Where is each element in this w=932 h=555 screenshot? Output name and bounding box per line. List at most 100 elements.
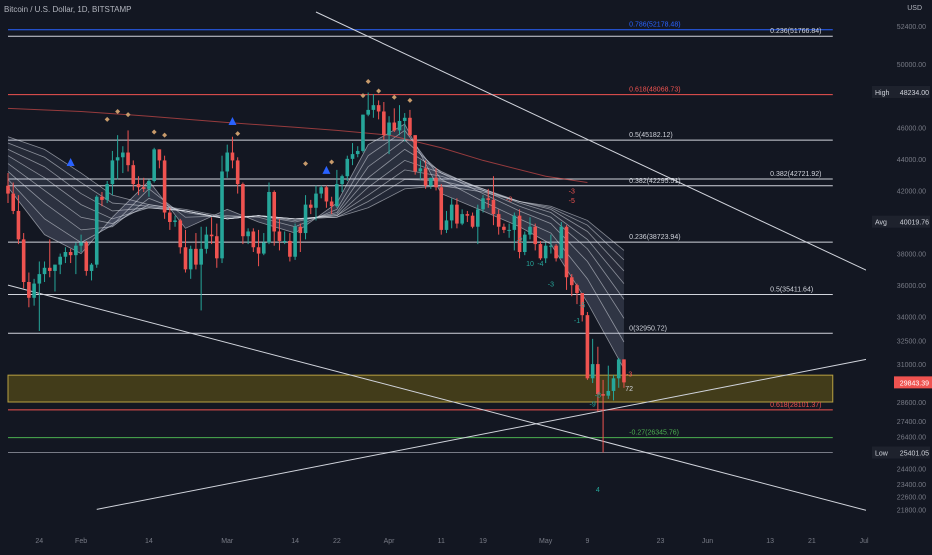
candle-body[interactable]: [366, 109, 370, 115]
candle-body[interactable]: [476, 209, 480, 227]
candle-body[interactable]: [293, 226, 297, 257]
candle-body[interactable]: [569, 277, 574, 286]
candle-body[interactable]: [580, 293, 584, 316]
candle-body[interactable]: [136, 184, 141, 188]
candles-layer[interactable]: [6, 92, 626, 453]
candle-body[interactable]: [37, 274, 42, 284]
candle-body[interactable]: [84, 242, 89, 271]
candle-body[interactable]: [183, 247, 188, 270]
candle-body[interactable]: [575, 285, 579, 294]
candle-body[interactable]: [173, 220, 177, 222]
trendline[interactable]: [315, 11, 875, 275]
candle-body[interactable]: [220, 171, 224, 259]
candle-body[interactable]: [246, 231, 250, 237]
candle-body[interactable]: [204, 234, 209, 249]
candle-body[interactable]: [434, 177, 438, 188]
candle-body[interactable]: [413, 135, 417, 172]
candle-body[interactable]: [194, 248, 198, 265]
candle-body[interactable]: [601, 394, 605, 396]
candle-body[interactable]: [606, 390, 611, 396]
candle-body[interactable]: [314, 193, 318, 208]
candle-body[interactable]: [298, 226, 303, 234]
candle-body[interactable]: [6, 185, 10, 194]
candle-body[interactable]: [288, 240, 292, 257]
candle-body[interactable]: [168, 212, 172, 222]
candle-body[interactable]: [502, 226, 506, 230]
candle-body[interactable]: [387, 122, 391, 136]
candle-body[interactable]: [611, 378, 616, 391]
candle-body[interactable]: [235, 160, 240, 185]
candle-body[interactable]: [215, 236, 219, 259]
candle-body[interactable]: [564, 226, 569, 278]
candle-body[interactable]: [512, 215, 517, 230]
candle-body[interactable]: [225, 152, 230, 172]
candle-body[interactable]: [486, 198, 491, 200]
candle-body[interactable]: [319, 187, 323, 194]
candle-body[interactable]: [549, 245, 553, 247]
trendline[interactable]: [96, 357, 875, 510]
candle-body[interactable]: [408, 117, 412, 136]
candle-body[interactable]: [308, 204, 313, 208]
candle-body[interactable]: [79, 242, 83, 246]
candle-body[interactable]: [53, 264, 57, 271]
candle-body[interactable]: [11, 193, 16, 211]
trendline[interactable]: [7, 284, 875, 514]
candle-body[interactable]: [141, 187, 146, 189]
candle-body[interactable]: [465, 214, 470, 216]
candle-body[interactable]: [470, 215, 475, 227]
candle-body[interactable]: [481, 198, 485, 210]
candle-body[interactable]: [491, 199, 496, 215]
candle-body[interactable]: [42, 267, 47, 275]
candle-body[interactable]: [303, 204, 308, 234]
candle-body[interactable]: [361, 114, 365, 151]
candle-body[interactable]: [371, 105, 376, 110]
candle-body[interactable]: [423, 168, 428, 186]
candle-body[interactable]: [397, 120, 402, 131]
candle-body[interactable]: [444, 220, 449, 230]
candle-body[interactable]: [376, 105, 381, 112]
candle-body[interactable]: [449, 204, 454, 221]
candle-body[interactable]: [27, 282, 31, 298]
candle-body[interactable]: [147, 180, 151, 189]
candle-body[interactable]: [188, 248, 193, 270]
candle-body[interactable]: [522, 234, 527, 252]
candle-body[interactable]: [528, 226, 532, 235]
candle-body[interactable]: [429, 177, 433, 186]
candle-body[interactable]: [199, 248, 203, 265]
candle-body[interactable]: [121, 152, 125, 158]
candle-body[interactable]: [329, 201, 334, 207]
candle-body[interactable]: [622, 359, 626, 383]
candle-body[interactable]: [616, 359, 621, 379]
candle-body[interactable]: [89, 264, 94, 271]
candle-body[interactable]: [282, 240, 287, 242]
candle-body[interactable]: [538, 244, 543, 259]
candle-body[interactable]: [68, 252, 73, 256]
candle-body[interactable]: [590, 364, 595, 379]
candle-body[interactable]: [115, 157, 120, 161]
candle-body[interactable]: [382, 111, 386, 136]
candle-body[interactable]: [256, 247, 261, 254]
candle-body[interactable]: [47, 267, 52, 271]
symbol-title[interactable]: Bitcoin / U.S. Dollar, 1D, BITSTAMP: [4, 5, 132, 14]
candle-body[interactable]: [157, 149, 162, 161]
candle-body[interactable]: [543, 245, 548, 259]
candle-body[interactable]: [507, 229, 511, 231]
candle-body[interactable]: [21, 239, 26, 282]
candle-body[interactable]: [261, 242, 266, 254]
candle-body[interactable]: [94, 196, 99, 265]
candle-body[interactable]: [131, 165, 136, 185]
candle-body[interactable]: [277, 231, 282, 241]
candle-body[interactable]: [74, 245, 78, 256]
candle-body[interactable]: [350, 154, 355, 159]
candle-body[interactable]: [460, 214, 464, 224]
candle-body[interactable]: [267, 192, 271, 243]
candle-body[interactable]: [585, 315, 590, 379]
candle-body[interactable]: [402, 117, 407, 121]
candle-body[interactable]: [105, 184, 109, 200]
candle-body[interactable]: [559, 226, 564, 259]
candle-body[interactable]: [162, 160, 167, 213]
candle-body[interactable]: [32, 283, 36, 298]
candle-body[interactable]: [439, 187, 444, 230]
candle-body[interactable]: [596, 364, 600, 395]
candle-body[interactable]: [152, 149, 156, 181]
